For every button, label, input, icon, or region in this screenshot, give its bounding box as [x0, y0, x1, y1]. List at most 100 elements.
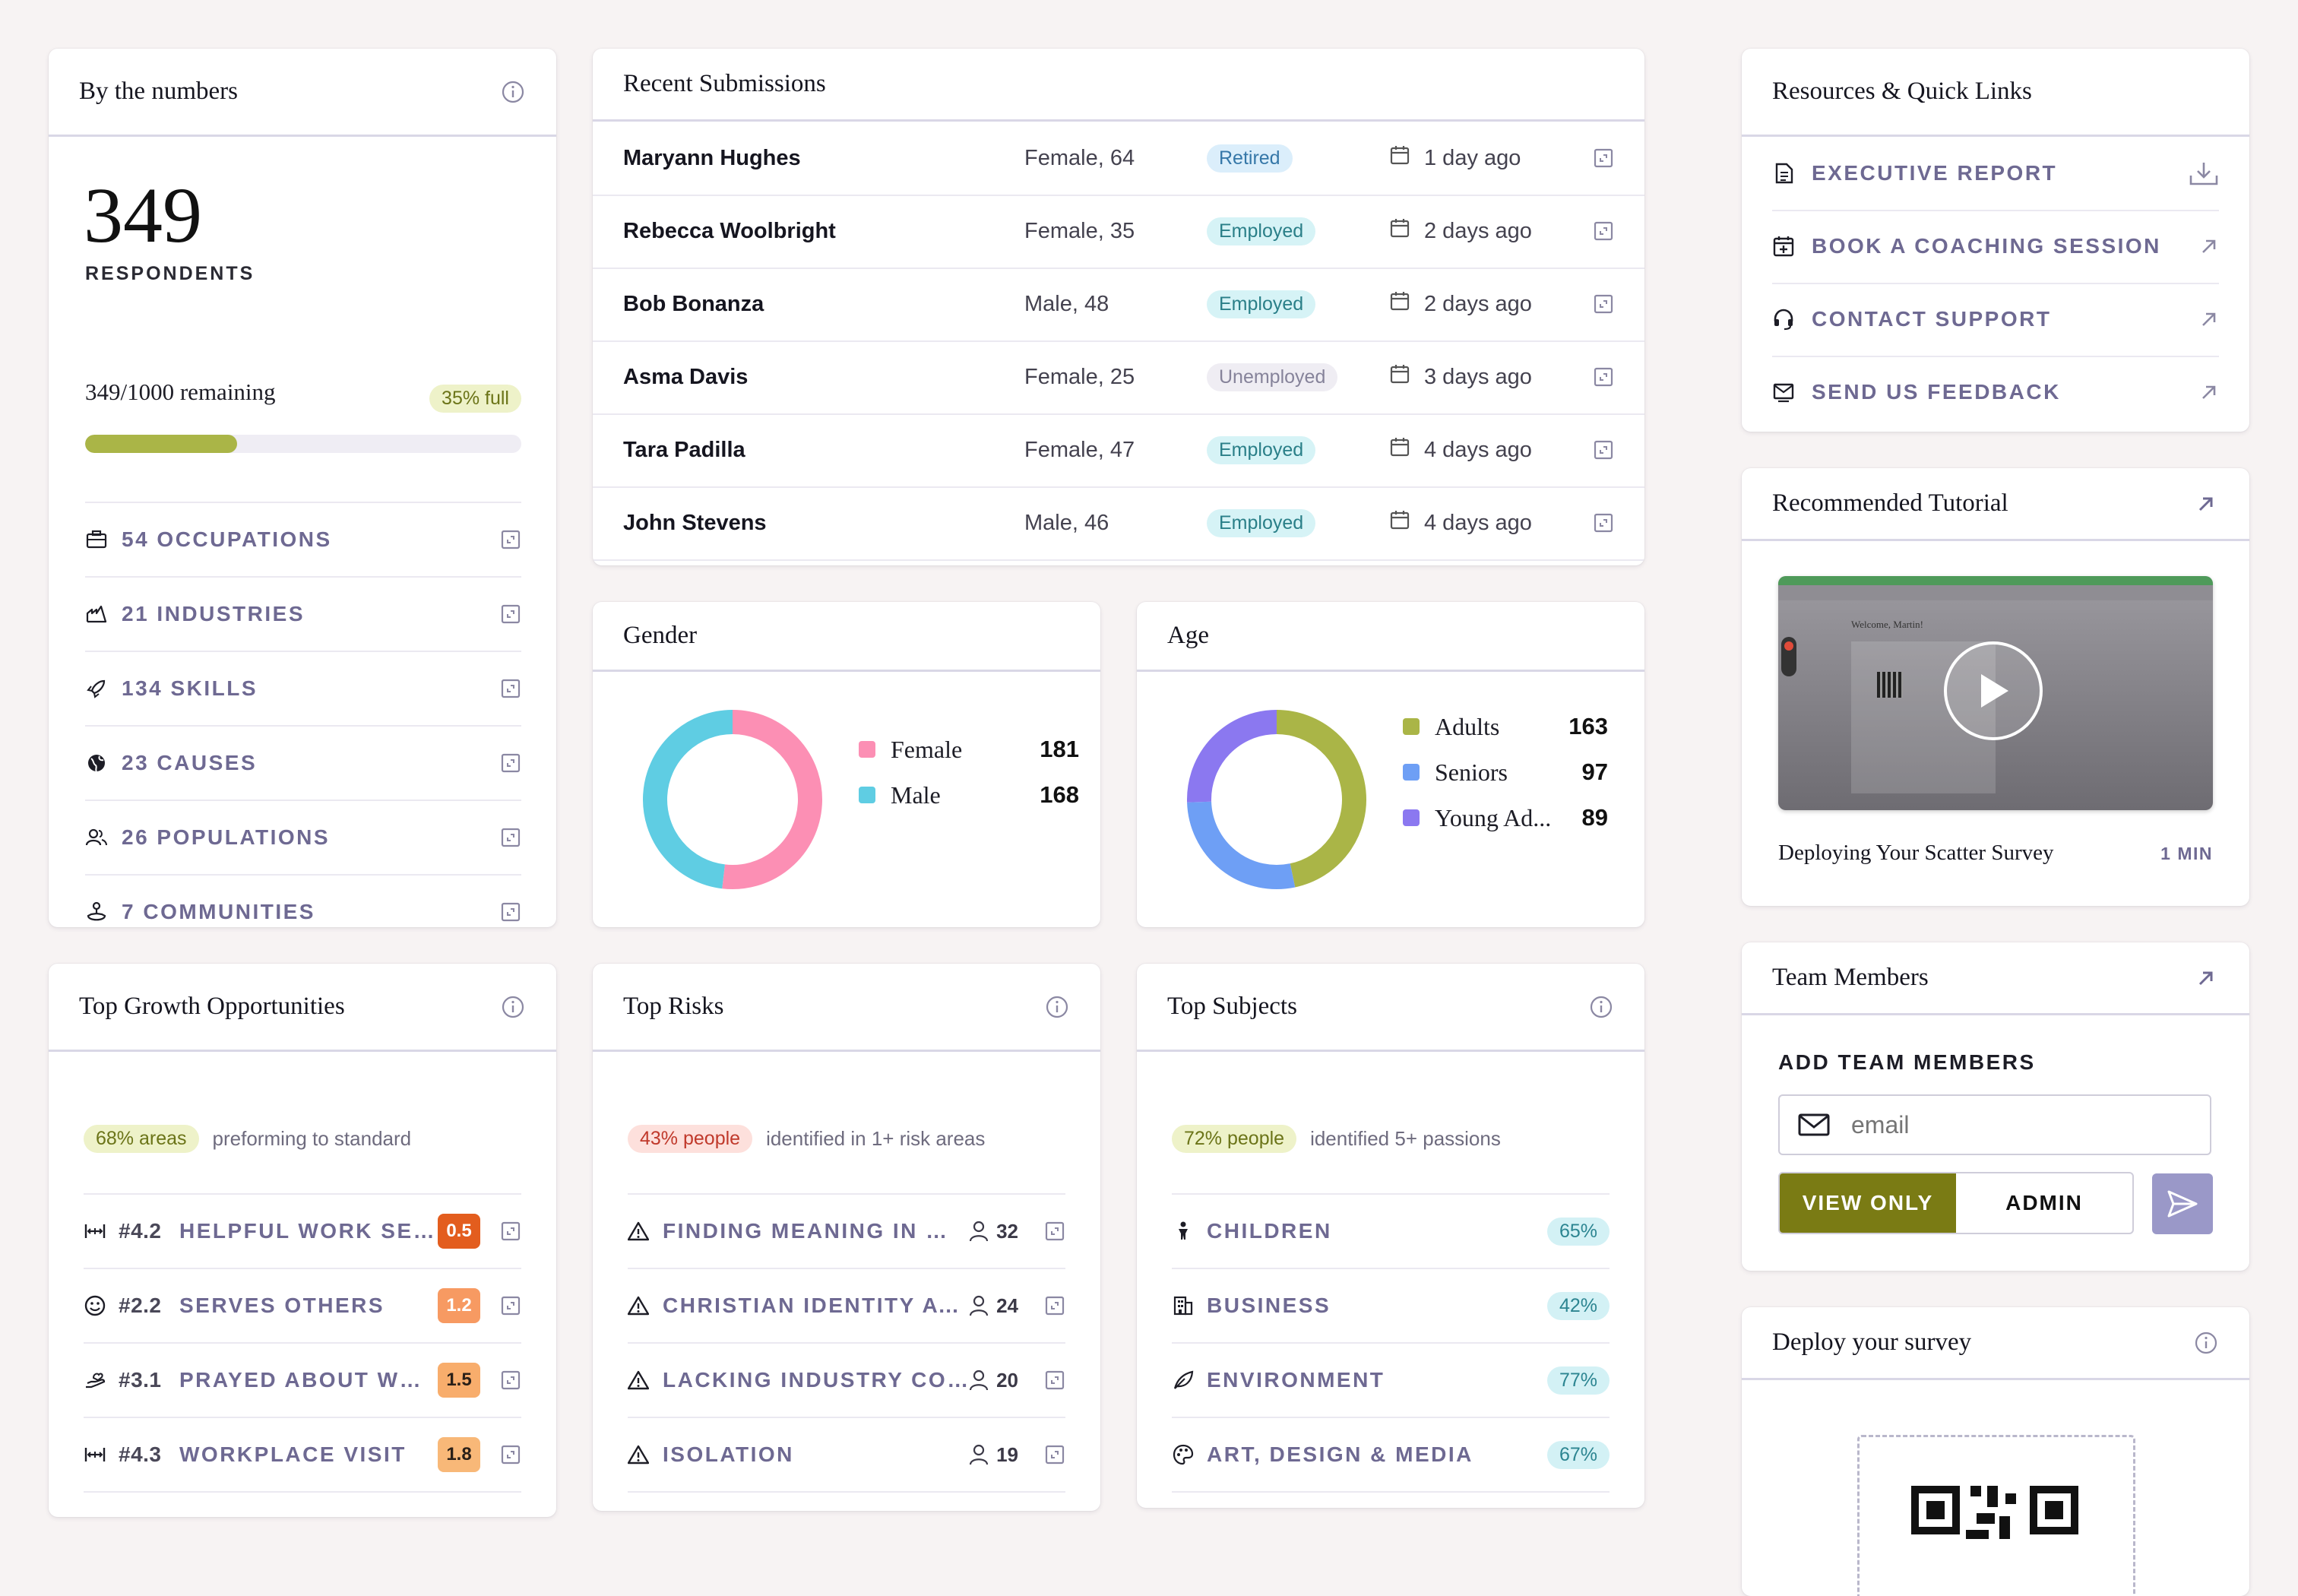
risk-item[interactable]: FINDING MEANING IN WORK 32	[628, 1193, 1065, 1268]
subject-item[interactable]: ART, DESIGN & MEDIA 67%	[1172, 1417, 1610, 1493]
legend-swatch	[1403, 809, 1420, 826]
submission-row[interactable]: Asma Davis Female, 25 Unemployed 3 days ago	[593, 340, 1644, 415]
expand-icon[interactable]	[1044, 1370, 1065, 1391]
role-admin[interactable]: ADMIN	[2005, 1191, 2083, 1214]
subjects-badge: 72% people	[1172, 1125, 1297, 1153]
growth-item[interactable]: #4.2 HELPFUL WORK SERM...0.5	[84, 1193, 521, 1268]
growth-item[interactable]: #3.1 PRAYED ABOUT WORK 1.5	[84, 1342, 521, 1417]
expand-icon[interactable]	[500, 678, 521, 699]
arrow-up-right-icon[interactable]	[2193, 965, 2219, 991]
expand-icon[interactable]	[500, 603, 521, 625]
subjects-summary: 72% people identified 5+ passions	[1172, 1125, 1501, 1153]
arrow-up-right-icon[interactable]	[2193, 491, 2219, 517]
browser-bar	[1778, 576, 2213, 585]
status-badge: Retired	[1207, 144, 1293, 173]
subject-item[interactable]: ENVIRONMENT 77%	[1172, 1342, 1610, 1417]
risk-item[interactable]: CHRISTIAN IDENTITY AT W... 24	[628, 1268, 1065, 1342]
info-icon[interactable]	[1588, 994, 1614, 1020]
growth-label: SERVES OTHERS	[179, 1294, 385, 1317]
expand-icon[interactable]	[500, 901, 521, 923]
expand-icon[interactable]	[1593, 366, 1614, 388]
expand-icon[interactable]	[500, 1444, 521, 1465]
legend-swatch	[1403, 764, 1420, 781]
expand-icon[interactable]	[500, 1221, 521, 1242]
info-icon[interactable]	[500, 79, 526, 105]
expand-icon[interactable]	[500, 1295, 521, 1316]
info-icon[interactable]	[2193, 1330, 2219, 1356]
growth-item[interactable]: #2.2 SERVES OTHERS 1.2	[84, 1268, 521, 1342]
stat-item[interactable]: 7 COMMUNITIES	[85, 874, 521, 927]
submission-time: 4 days ago	[1424, 437, 1532, 462]
stat-item[interactable]: 23 CAUSES	[85, 725, 521, 800]
tutorial-video-thumbnail[interactable]: Welcome, Martin!	[1778, 576, 2213, 810]
risk-item[interactable]: ISOLATION 19	[628, 1417, 1065, 1493]
risk-item[interactable]: LACKING INDUSTRY CONN... 20	[628, 1342, 1065, 1417]
expand-icon[interactable]	[1044, 1444, 1065, 1465]
expand-icon[interactable]	[1593, 220, 1614, 242]
arrow-up-right-icon[interactable]	[2199, 236, 2219, 256]
submission-row[interactable]: Tara Padilla Female, 47 Employed 4 days ago	[593, 413, 1644, 488]
thumb-greeting: Welcome, Martin!	[1851, 619, 1923, 630]
role-view-only[interactable]: VIEW ONLY	[1780, 1173, 1956, 1233]
expand-icon[interactable]	[1044, 1295, 1065, 1316]
expand-icon[interactable]	[1593, 439, 1614, 461]
expand-icon[interactable]	[1593, 293, 1614, 315]
stat-label: 54 OCCUPATIONS	[122, 527, 332, 551]
submitter-name[interactable]: Asma Davis	[623, 364, 749, 389]
expand-icon[interactable]	[500, 1370, 521, 1391]
email-field[interactable]	[1778, 1094, 2211, 1155]
arrow-up-right-icon[interactable]	[2199, 382, 2219, 402]
download-icon[interactable]	[2189, 160, 2219, 186]
expand-icon[interactable]	[500, 752, 521, 774]
expand-icon[interactable]	[1593, 147, 1614, 169]
stat-item[interactable]: 54 OCCUPATIONS	[85, 502, 521, 576]
risk-people: 24	[969, 1294, 1018, 1318]
submitter-demographics: Female, 35	[1024, 218, 1135, 243]
submission-row[interactable]: Maryann Hughes Female, 64 Retired 1 day ago	[593, 122, 1644, 196]
subject-item[interactable]: BUSINESS 42%	[1172, 1268, 1610, 1342]
stat-item[interactable]: 134 SKILLS	[85, 651, 521, 725]
resource-link[interactable]: BOOK A COACHING SESSION	[1772, 210, 2219, 284]
top-growth-card: Top Growth Opportunities 68% areas prefo…	[49, 964, 556, 1517]
resource-link[interactable]: SEND US FEEDBACK	[1772, 356, 2219, 429]
submitter-name[interactable]: Maryann Hughes	[623, 145, 801, 170]
expand-icon[interactable]	[1044, 1221, 1065, 1242]
warning-icon	[628, 1296, 663, 1316]
submission-row[interactable]: Rebecca Woolbright Female, 35 Employed 2 da…	[593, 195, 1644, 269]
submitter-name[interactable]: John Stevens	[623, 510, 767, 535]
growth-score: 1.5	[438, 1363, 480, 1398]
legend-swatch	[1403, 718, 1420, 735]
building-icon	[1172, 1294, 1207, 1317]
play-button[interactable]	[1944, 641, 2043, 740]
recording-indicator	[1781, 637, 1796, 676]
subject-item[interactable]: CHILDREN 65%	[1172, 1193, 1610, 1268]
info-icon[interactable]	[1044, 994, 1070, 1020]
submitter-name[interactable]: Rebecca Woolbright	[623, 218, 836, 243]
submitter-name[interactable]: Tara Padilla	[623, 437, 745, 462]
submitter-name[interactable]: Bob Bonanza	[623, 291, 764, 316]
expand-icon[interactable]	[500, 827, 521, 848]
expand-icon[interactable]	[500, 529, 521, 550]
submission-row[interactable]: Bob Bonanza Male, 48 Employed 2 days ago	[593, 268, 1644, 342]
arrow-up-right-icon[interactable]	[2199, 309, 2219, 329]
info-icon[interactable]	[500, 994, 526, 1020]
top-risks-title: Top Risks	[623, 993, 724, 1020]
send-invite-button[interactable]	[2152, 1173, 2213, 1234]
resource-label: SEND US FEEDBACK	[1812, 380, 2061, 404]
growth-item[interactable]: #4.3 WORKPLACE VISIT 1.8	[84, 1417, 521, 1493]
email-input[interactable]	[1850, 1110, 2187, 1140]
qr-code-frame[interactable]	[1857, 1435, 2135, 1596]
stat-item[interactable]: 21 INDUSTRIES	[85, 576, 521, 651]
stat-label: 21 INDUSTRIES	[122, 602, 305, 625]
tutorial-header: Recommended Tutorial	[1742, 468, 2249, 541]
resource-link[interactable]: EXECUTIVE REPORT	[1772, 137, 2219, 211]
submitter-demographics: Male, 48	[1024, 291, 1109, 316]
resource-link[interactable]: CONTACT SUPPORT	[1772, 283, 2219, 357]
submission-row[interactable]: John Stevens Male, 46 Employed 4 days ago	[593, 486, 1644, 561]
tutorial-video-title[interactable]: Deploying Your Scatter Survey	[1778, 841, 2054, 865]
legend-swatch	[859, 787, 875, 803]
expand-icon[interactable]	[1593, 512, 1614, 534]
gender-slice-female	[722, 710, 822, 889]
stat-item[interactable]: 26 POPULATIONS	[85, 800, 521, 874]
resources-card: Resources & Quick Links EXECUTIVE REPORT…	[1742, 49, 2249, 432]
